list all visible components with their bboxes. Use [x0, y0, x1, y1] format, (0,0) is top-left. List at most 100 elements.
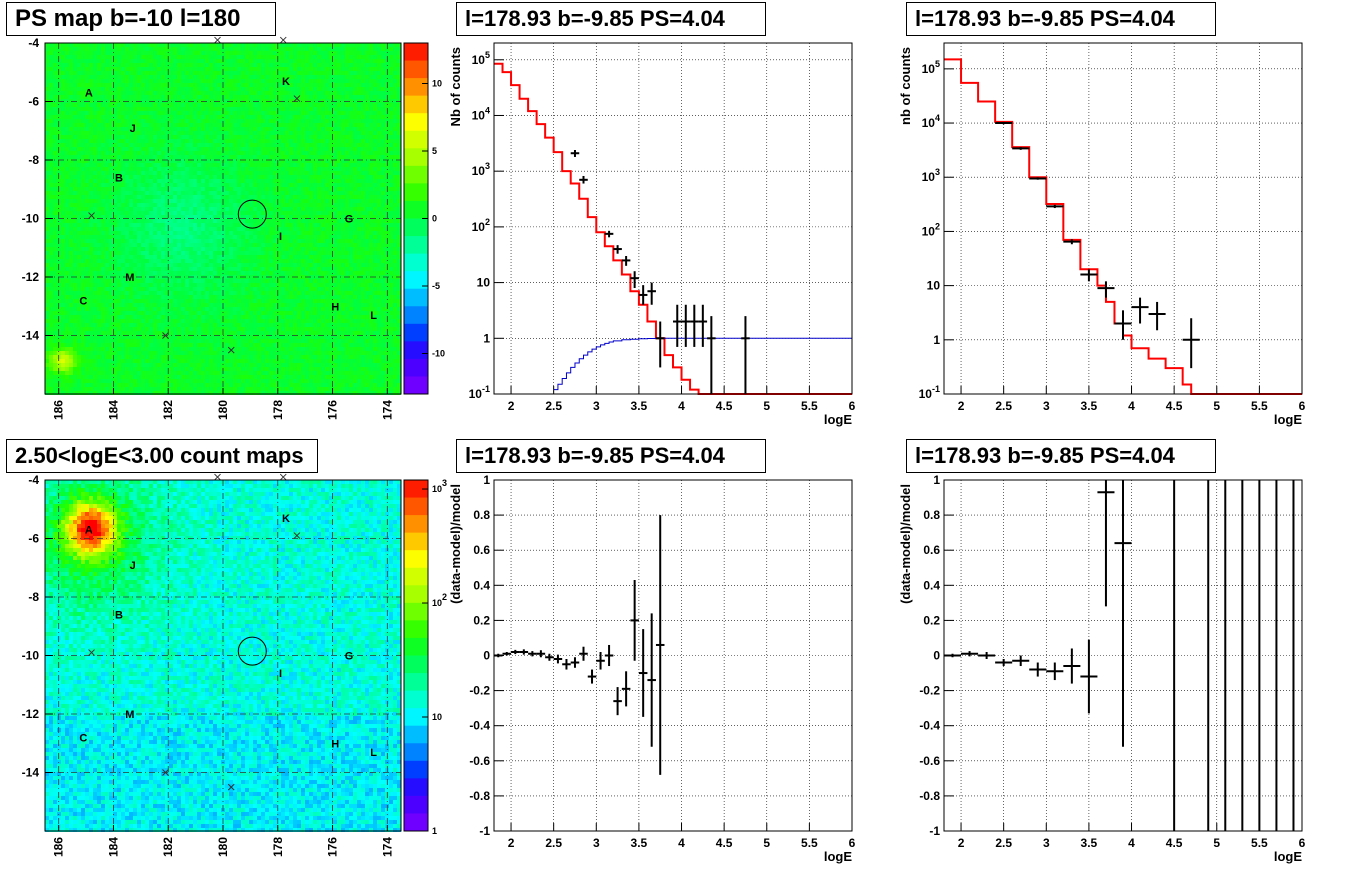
panel3-data-point [1148, 301, 1166, 331]
panel6-data-point [995, 659, 1013, 667]
panel1-x-tick-label: 174 [380, 400, 394, 420]
panel6-x-tick-label: 4.5 [1166, 836, 1183, 850]
panel4-source-circle [237, 636, 267, 666]
panel2-data-point [698, 304, 708, 347]
panel1-y-tick-label: -14 [22, 329, 40, 343]
panel1-colorbar-bin [404, 306, 428, 325]
panel6-x-tick-label: 6 [1299, 836, 1306, 850]
panel4-colorbar-tick-label: 103 [432, 478, 447, 494]
panel5-x-tick-label: 2.5 [545, 836, 562, 850]
panel5-x-tick-label: 3 [593, 836, 600, 850]
panel5-data-point [519, 649, 529, 655]
panel5-data-point [596, 651, 605, 670]
panel3-y-tick-label: 104 [922, 113, 940, 130]
panel5-y-tick-label: -0.8 [469, 789, 490, 803]
panel5-data-point [613, 687, 622, 716]
panel1-colorbar-bin [404, 130, 428, 149]
panel6-y-tick-label: -1 [929, 824, 940, 838]
panel1-x-tick-label: 184 [106, 400, 120, 420]
panel5-y-tick-label: 0.2 [473, 613, 490, 627]
panel3-x-tick-label: 5.5 [1251, 399, 1268, 413]
panel5-data-point [502, 651, 512, 656]
panel1-colorbar-tick-label: -10 [432, 349, 445, 359]
panel6-data-point [1012, 655, 1030, 667]
panel4-colorbar-bin [404, 655, 428, 674]
panel2-y-tick-label: 102 [472, 217, 490, 234]
panel6-data-point [1097, 480, 1115, 607]
panel4-x-tick-label: 186 [52, 837, 66, 857]
panel4-colorbar-tick-label: 102 [432, 592, 447, 608]
panel2-data-point [570, 149, 580, 157]
panel1-cross-marker [214, 36, 221, 44]
panel4-heatmap: A B C G H I J K L M 186 184 182 180 178 176 174 -4 -6 -8 -10… [22, 473, 447, 857]
panel3-x-tick-label: 5 [1213, 399, 1220, 413]
panel1-x-tick-label: 182 [161, 400, 175, 420]
panel2-y-tick-label: 103 [472, 161, 490, 178]
panel5-data-point [587, 669, 597, 684]
panel2-x-tick-label: 2.5 [545, 399, 562, 413]
panel2-frame [493, 42, 853, 395]
panel4-point-label-J: J [130, 560, 136, 572]
panel4-x-tick-label: 184 [106, 837, 120, 857]
panel1-colorbar-bin [404, 78, 428, 97]
panel1-point-label-J: J [130, 123, 136, 135]
panel2-series-1-step-line [553, 337, 852, 391]
panel6-y-tick-label: 0.6 [923, 543, 940, 557]
panel4-cross-marker [162, 769, 169, 776]
panel6-y-tick-label: -0.2 [919, 684, 940, 698]
panel4-cross-marker [279, 473, 287, 481]
panel4-point-label-H: H [331, 738, 339, 750]
panel6-data-point [1063, 648, 1081, 684]
panel5-x-tick-label: 4 [678, 836, 685, 850]
panel2-y-tick-label: 105 [472, 50, 490, 67]
panel1-y-tick-label: -12 [22, 270, 40, 284]
panel5-data-point [528, 651, 537, 657]
panel6-y-tick-label: 0.2 [923, 613, 940, 627]
panel5-frame [493, 479, 853, 832]
panel1-point-label-I: I [279, 231, 282, 243]
panel1-y-tick-label: -4 [28, 36, 39, 50]
panel5-data-point [545, 653, 554, 661]
panel2-plot: 2 2.5 3 3.5 4 4.5 5 5.5 6 10-1 1 10 102 103 104 105 logE… [448, 42, 856, 427]
panel1-point-label-L: L [370, 310, 377, 322]
panel3-data-point [995, 121, 1013, 125]
panel2-x-tick-label: 6 [849, 399, 856, 413]
panel2-data-point [741, 316, 750, 394]
panel1-cross-marker [162, 332, 169, 339]
panel6-data-point [978, 651, 996, 660]
panel3-data-point [1012, 147, 1030, 150]
panel3-data-point [1046, 204, 1064, 209]
panel5-data-point [638, 629, 648, 717]
panel4-cross-marker [88, 649, 95, 656]
panel3-x-tick-label: 2.5 [995, 399, 1012, 413]
panel3-x-axis-label: logE [1274, 412, 1302, 427]
panel1-cross-marker [88, 212, 95, 219]
panel6-y-tick-label: 0.8 [923, 508, 940, 522]
panel2-data-point [604, 230, 614, 238]
panel5-data-point [655, 515, 665, 775]
panel4-colorbar-bin [404, 673, 428, 692]
panel6-x-tick-label: 3.5 [1081, 836, 1098, 850]
panel4-point-label-I: I [279, 668, 282, 680]
panel6-x-tick-label: 5.5 [1251, 836, 1268, 850]
panel4-x-tick-label: 182 [161, 837, 175, 857]
panel4-y-tick-label: -10 [22, 649, 40, 663]
panel5-y-tick-label: -1 [479, 824, 490, 838]
panel4-point-label-A: A [85, 525, 93, 537]
panel4-cross-marker [214, 473, 221, 481]
panel4-colorbar-bin [404, 725, 428, 744]
panel3-frame [943, 42, 1303, 395]
panel1-point-label-K: K [282, 76, 290, 88]
panel6-x-tick-label: 4 [1128, 836, 1135, 850]
panel6-plot: 2 2.5 3 3.5 4 4.5 5 5.5 6 -1 -0.8 -0.6 -0.4 -0.2 0 0.2 0… [898, 473, 1306, 864]
panel2-x-tick-label: 4 [678, 399, 685, 413]
panel2-x-tick-label: 3 [593, 399, 600, 413]
panel4-x-tick-label: 178 [271, 837, 285, 857]
panel4-point-label-K: K [282, 513, 290, 525]
panel1-colorbar-tick-label: -5 [432, 281, 440, 291]
panel4-point-label-C: C [79, 732, 87, 744]
panel1-colorbar-bin [404, 200, 428, 219]
panel2-y-tick-label: 104 [472, 105, 490, 122]
panel4-colorbar-bin [404, 497, 428, 516]
